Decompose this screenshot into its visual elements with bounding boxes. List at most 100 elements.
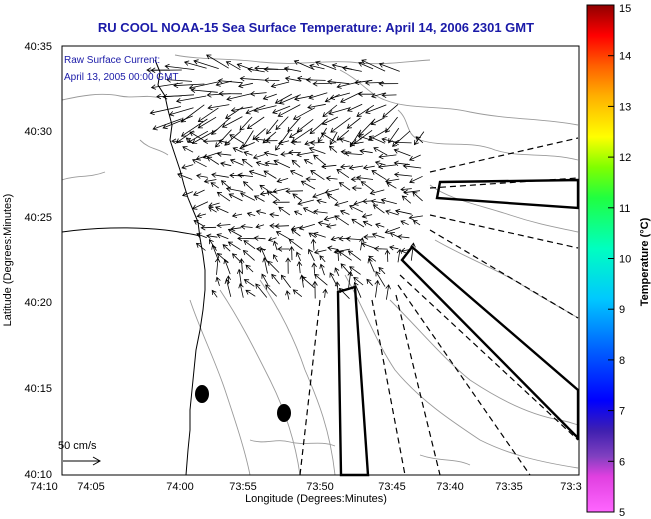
current-vector: [386, 182, 397, 189]
current-vector: [353, 200, 365, 206]
current-vector: [208, 202, 220, 208]
current-vector: [403, 189, 421, 195]
current-vector: [285, 257, 291, 274]
current-vector: [370, 198, 385, 205]
current-vector: [373, 246, 388, 252]
current-vector: [380, 198, 397, 205]
current-vector: [300, 180, 316, 190]
contour-line: [219, 289, 301, 476]
current-vector: [266, 190, 280, 202]
current-vector: [239, 75, 265, 82]
contour-line: [344, 274, 579, 469]
x-tick-label: 73:45: [378, 481, 406, 493]
current-vector: [307, 103, 326, 110]
current-vector: [231, 253, 243, 264]
current-vector: [339, 91, 362, 103]
current-vector: [226, 93, 253, 102]
current-vector: [370, 117, 385, 126]
current-vector: [374, 160, 386, 166]
current-vector: [363, 234, 374, 240]
radar-beam-line: [397, 284, 531, 476]
current-vector: [214, 257, 221, 275]
current-vector: [181, 191, 194, 197]
current-vector: [336, 168, 350, 179]
current-vector: [289, 169, 303, 177]
current-vector: [375, 222, 385, 229]
contour-line: [429, 184, 579, 233]
contour-line: [339, 69, 579, 126]
current-vector: [237, 172, 254, 179]
current-vector: [253, 105, 277, 113]
current-vector: [230, 106, 253, 113]
current-vector: [334, 201, 349, 207]
current-vector: [215, 276, 221, 287]
current-vector: [315, 60, 337, 70]
current-vector: [296, 151, 315, 158]
current-vector: [312, 280, 318, 299]
current-vector: [308, 92, 328, 100]
current-vector: [288, 149, 301, 156]
coastline-path: [61, 227, 201, 237]
current-vector: [243, 240, 256, 250]
current-vector: [216, 233, 229, 240]
current-vector: [211, 172, 229, 178]
current-vector: [349, 266, 361, 275]
current-vector: [266, 119, 279, 135]
current-vector: [362, 220, 373, 227]
current-vector: [340, 263, 352, 277]
current-vector: [291, 159, 301, 168]
colorbar-tick-label: 8: [619, 355, 625, 367]
current-vector: [392, 130, 411, 147]
current-vector: [358, 61, 374, 70]
contour-line: [397, 109, 579, 161]
current-vector: [357, 91, 374, 97]
current-vector: [239, 258, 245, 275]
current-vector: [293, 59, 315, 70]
current-vectors: [146, 54, 425, 300]
current-vector: [334, 215, 350, 226]
y-tick-label: 40:10: [24, 469, 52, 481]
current-vector: [308, 232, 316, 238]
current-vector: [371, 170, 387, 181]
current-vector: [175, 95, 207, 104]
scale-indicator: 50 cm/s: [58, 440, 102, 466]
current-vector: [346, 103, 363, 112]
current-vector: [373, 147, 388, 156]
current-vector: [359, 237, 365, 251]
current-vector: [259, 184, 269, 191]
current-vector: [389, 245, 399, 251]
current-vector: [245, 264, 254, 273]
current-vector: [329, 131, 338, 146]
y-axis: 40:35 40:30 40:25 40:20 40:15 40:10 Lati…: [2, 41, 52, 481]
current-vector: [180, 118, 208, 137]
current-vector: [264, 77, 280, 83]
current-vector: [232, 147, 243, 153]
current-vector: [284, 76, 301, 82]
current-vector: [292, 289, 303, 298]
current-vector: [309, 63, 325, 70]
current-vector: [338, 287, 350, 299]
current-vector: [295, 251, 301, 261]
x-tick-label: 74:10: [30, 481, 58, 493]
current-vector: [316, 198, 327, 204]
current-vector: [397, 234, 410, 240]
current-vector: [362, 164, 375, 171]
current-vector: [308, 146, 326, 154]
beam-box-polygon: [400, 245, 580, 441]
current-vector: [327, 245, 339, 251]
current-vector: [287, 117, 301, 133]
y-tick-label: 40:20: [24, 297, 52, 309]
current-vector: [265, 137, 278, 144]
current-vector: [359, 148, 373, 155]
current-vector: [211, 117, 231, 135]
current-vector: [367, 257, 375, 273]
current-vector: [378, 62, 400, 72]
current-vector: [351, 185, 362, 191]
current-vector: [200, 224, 217, 231]
current-vector: [342, 65, 362, 72]
current-vector: [372, 204, 385, 214]
current-vector: [246, 211, 256, 217]
current-vector: [207, 104, 230, 111]
scale-label: 50 cm/s: [58, 440, 97, 452]
current-vector: [348, 204, 364, 213]
